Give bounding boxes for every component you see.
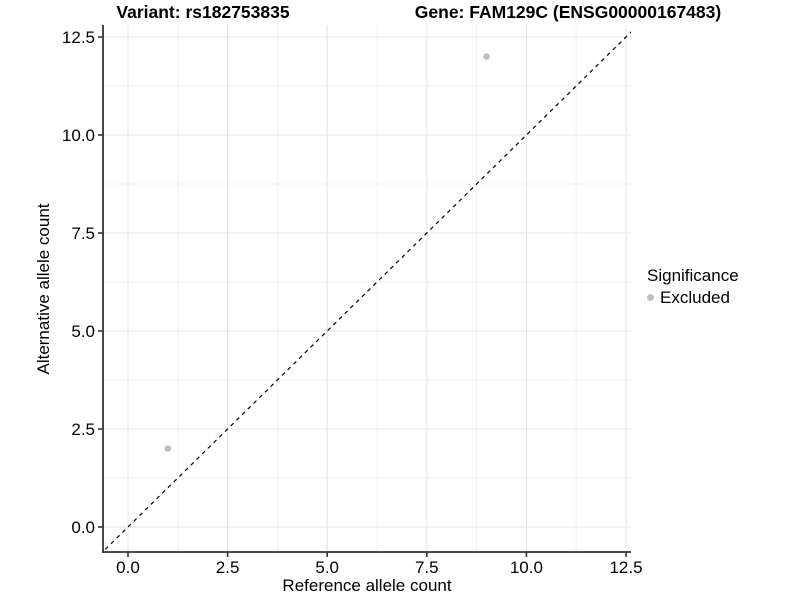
y-tick-label: 7.5 <box>71 224 95 243</box>
y-tick-label: 12.5 <box>62 28 95 47</box>
legend-title: Significance <box>647 266 739 285</box>
data-point <box>483 53 490 60</box>
x-tick-label: 2.5 <box>216 558 240 577</box>
legend-item-label: Excluded <box>660 288 730 307</box>
legend-marker-circle-icon <box>647 294 654 301</box>
x-tick-label: 5.0 <box>315 558 339 577</box>
data-point <box>164 445 172 452</box>
y-tick-label: 10.0 <box>62 126 95 145</box>
plot-title-variant: Variant: rs182753835 <box>116 2 290 22</box>
x-tick-label: 12.5 <box>609 558 642 577</box>
x-tick-label: 0.0 <box>116 558 140 577</box>
y-tick-label: 2.5 <box>71 420 95 439</box>
x-tick-label: 7.5 <box>415 558 439 577</box>
plot-title-gene: Gene: FAM129C (ENSG00000167483) <box>414 2 722 22</box>
x-axis-title: Reference allele count <box>282 576 452 595</box>
y-tick-label: 0.0 <box>71 518 95 537</box>
identity-line <box>103 31 631 552</box>
legend-item-excluded: Excluded <box>647 287 739 308</box>
y-axis-title: Alternative allele count <box>34 203 53 375</box>
y-tick-label: 5.0 <box>71 322 95 341</box>
legend-items: Excluded <box>647 287 739 308</box>
x-tick-label: 10.0 <box>510 558 543 577</box>
legend: Significance Excluded <box>647 265 739 308</box>
